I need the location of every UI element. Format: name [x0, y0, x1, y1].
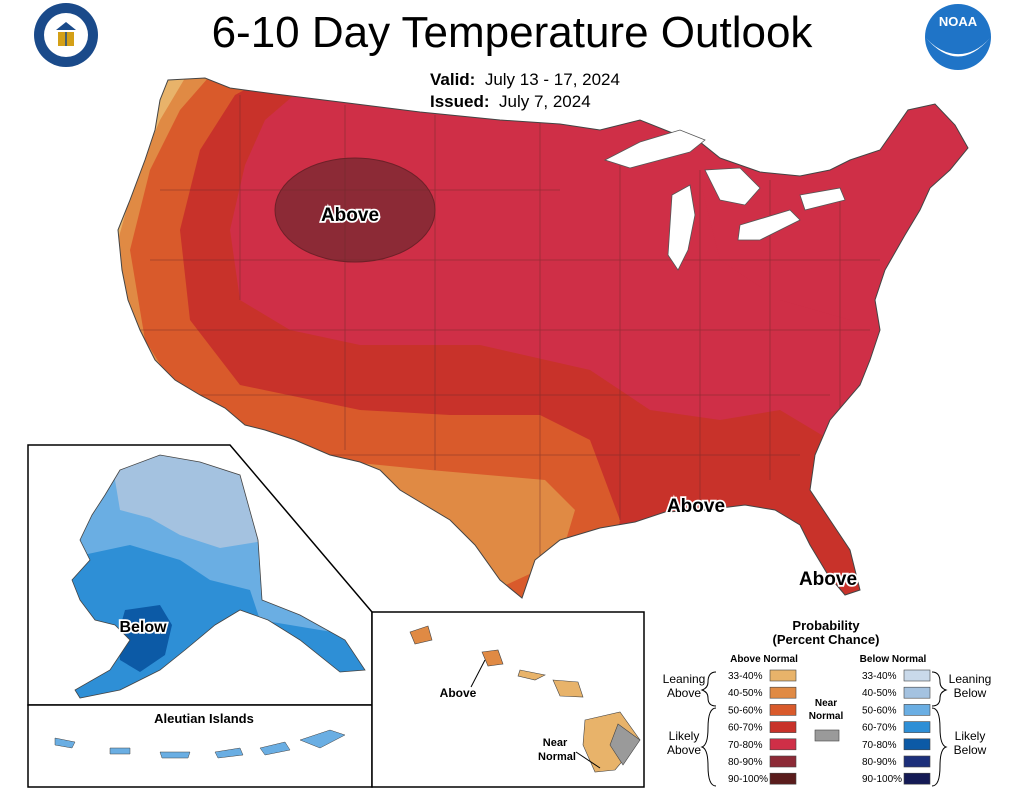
- legend-above-level-label: 70-80%: [728, 740, 763, 751]
- issued-date: Issued: July 7, 2024: [430, 92, 591, 112]
- label-above-north: Above: [321, 205, 379, 226]
- legend-above-level-label: 90-100%: [728, 774, 768, 785]
- legend-below-swatch: [903, 686, 931, 699]
- label-above-florida: Above: [799, 569, 857, 590]
- label-below-alaska: Below: [119, 619, 167, 636]
- leaning-above-2: Above: [667, 686, 701, 700]
- legend-near-2: Normal: [809, 711, 844, 722]
- leaning-above-1: Leaning: [663, 672, 706, 686]
- issued-value: July 7, 2024: [498, 92, 591, 111]
- valid-value: July 13 - 17, 2024: [484, 70, 620, 89]
- department-of-commerce-seal-icon: [34, 3, 98, 67]
- legend-below-header: Below Normal: [860, 654, 927, 665]
- noaa-logo-text: NOAA: [939, 14, 978, 29]
- legend-above-swatch: [769, 772, 797, 785]
- legend-above-level-label: 40-50%: [728, 688, 763, 699]
- legend-below-level-label: 70-80%: [862, 740, 897, 751]
- legend-above-swatch: [769, 686, 797, 699]
- legend-above-level-label: 80-90%: [728, 757, 763, 768]
- legend-title-line2: (Percent Chance): [773, 632, 880, 647]
- label-near-hawaii-1: Near: [543, 737, 568, 749]
- legend-below-swatch: [903, 721, 931, 733]
- aleutian-inset: Aleutian Islands: [27, 704, 373, 788]
- legend-below-level-label: 33-40%: [862, 671, 897, 682]
- legend-below-swatch: [903, 755, 931, 768]
- great-lakes: [603, 129, 846, 271]
- legend-below-swatch: [903, 738, 931, 751]
- legend-above-rows: 33-40% 40-50% 50-60% 60-70% 70-80% 80-90% 90-1…: [728, 669, 797, 785]
- map-title: 6-10 Day Temperature Outlook: [211, 8, 813, 57]
- label-near-hawaii-2: Normal: [538, 751, 576, 763]
- valid-label: Valid:: [430, 70, 476, 89]
- legend-near-swatch: [814, 729, 840, 742]
- legend-above-swatch: [769, 755, 797, 768]
- likely-below-2: Below: [954, 743, 987, 757]
- likely-below-1: Likely: [955, 729, 986, 743]
- legend-below-level-label: 60-70%: [862, 723, 897, 734]
- probability-legend: Probability (Percent Chance) Above Norma…: [663, 618, 992, 787]
- aleutian-title: Aleutian Islands: [154, 711, 254, 726]
- noaa-logo-icon: NOAA: [925, 4, 991, 70]
- likely-above-1: Likely: [669, 729, 700, 743]
- legend-above-level-label: 60-70%: [728, 723, 763, 734]
- leaning-below-1: Leaning: [949, 672, 992, 686]
- label-above-hawaii: Above: [440, 686, 477, 700]
- legend-below-level-label: 80-90%: [862, 757, 897, 768]
- legend-title-line1: Probability: [792, 618, 860, 633]
- legend-above-level-label: 33-40%: [728, 671, 763, 682]
- legend-above-header: Above Normal: [730, 654, 798, 665]
- legend-above-level-label: 50-60%: [728, 705, 763, 716]
- legend-below-level-label: 40-50%: [862, 688, 897, 699]
- legend-below-level-label: 90-100%: [862, 774, 902, 785]
- legend-below-swatch: [903, 772, 931, 785]
- issued-label: Issued:: [430, 92, 490, 111]
- likely-above-2: Above: [667, 743, 701, 757]
- legend-below-rows: 33-40% 40-50% 50-60% 60-70% 70-80% 80-90% 90-1…: [862, 669, 931, 785]
- legend-above-swatch: [769, 669, 797, 682]
- valid-dates: Valid: July 13 - 17, 2024: [430, 70, 620, 90]
- legend-above-swatch: [769, 704, 797, 716]
- legend-below-level-label: 50-60%: [862, 705, 897, 716]
- legend-above-swatch: [769, 721, 797, 733]
- legend-above-swatch: [769, 738, 797, 751]
- leaning-below-2: Below: [954, 686, 987, 700]
- hawaii-inset: Above Near Normal: [371, 611, 645, 788]
- legend-below-swatch: [903, 669, 931, 682]
- legend-below-swatch: [903, 704, 931, 716]
- alaska-inset: Below: [27, 444, 373, 706]
- legend-near-1: Near: [815, 698, 837, 709]
- label-above-south: Above: [667, 496, 725, 517]
